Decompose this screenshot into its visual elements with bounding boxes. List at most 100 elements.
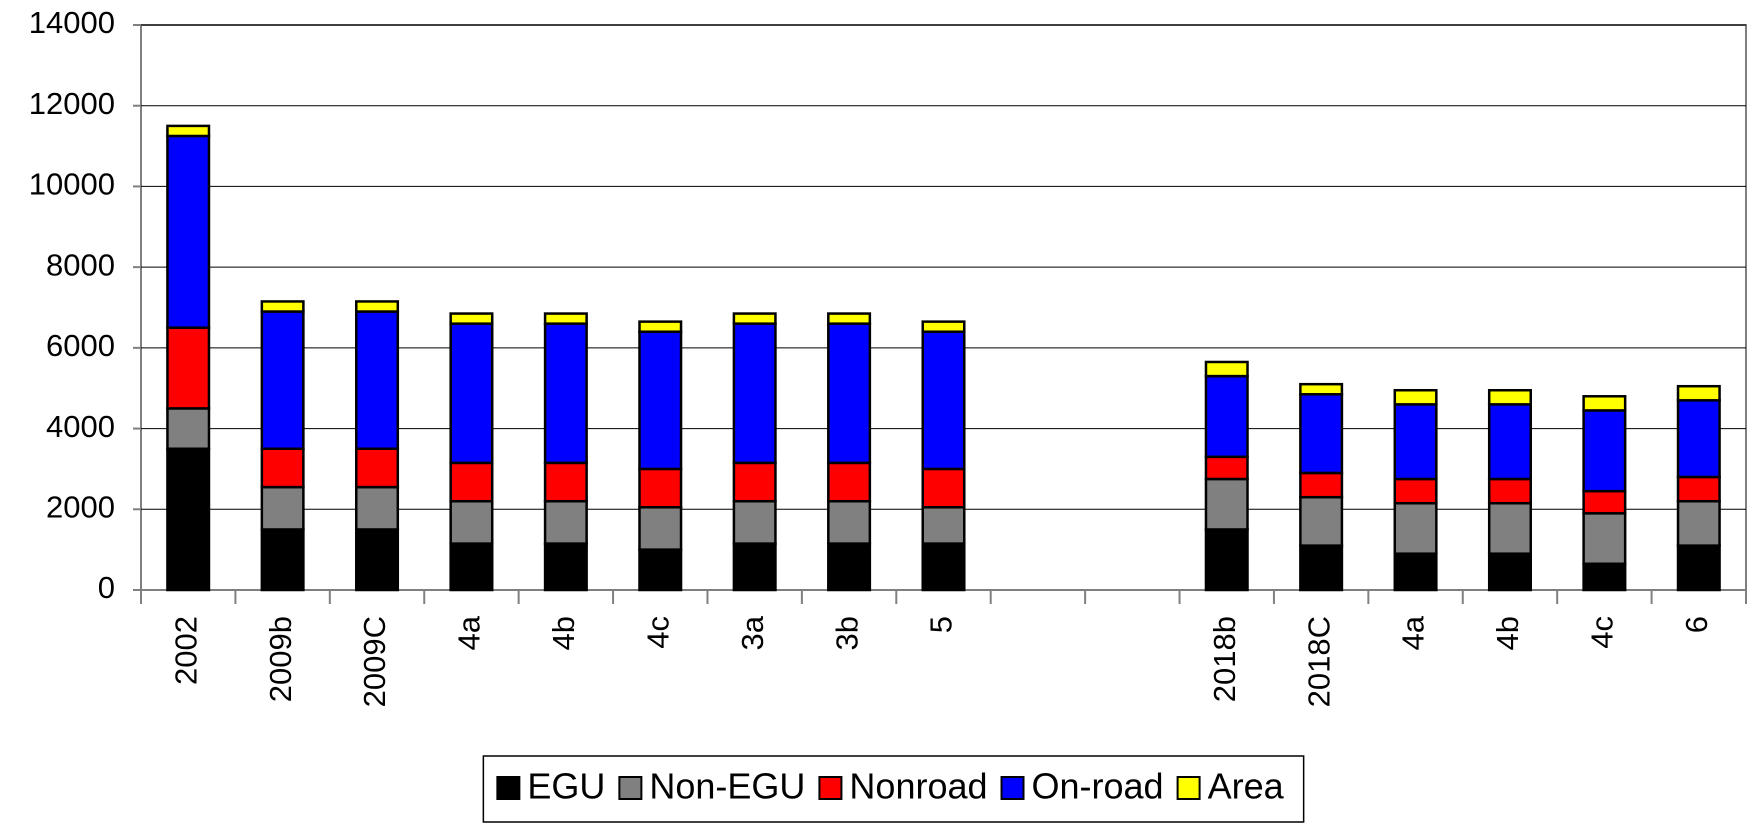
bar-segment <box>1393 388 1438 406</box>
y-tick-label: 6000 <box>46 328 115 363</box>
x-tick-label: 2018C <box>1301 616 1336 707</box>
bar-segment <box>166 134 211 329</box>
bar-segment <box>1582 409 1627 493</box>
bar-segment <box>638 548 683 592</box>
bar-segment <box>921 330 966 471</box>
bar-segment <box>260 485 305 531</box>
bar-segment <box>1204 455 1249 481</box>
legend-swatch <box>1000 776 1025 800</box>
y-tick-label: 2000 <box>46 489 115 524</box>
y-tick-label: 10000 <box>29 167 115 202</box>
x-tick-label: 5 <box>924 616 959 633</box>
y-tick-label: 4000 <box>46 409 115 444</box>
bar-segment <box>260 310 305 450</box>
bar-segment <box>543 542 588 592</box>
bar-segment <box>921 542 966 592</box>
legend-label: Non-EGU <box>649 766 805 807</box>
bar-segment <box>827 461 872 503</box>
bar-segment <box>1582 562 1627 592</box>
bar-segment <box>1204 477 1249 531</box>
bar-segment <box>355 528 400 592</box>
x-tick-label: 2018b <box>1207 616 1242 702</box>
bar-segment <box>1676 384 1721 402</box>
bar-segment <box>638 467 683 509</box>
bar-segment <box>638 320 683 333</box>
x-tick-label: 4b <box>1490 616 1525 650</box>
x-tick-label: 3b <box>829 616 864 650</box>
bar-segment <box>355 300 400 313</box>
bar-segment <box>1204 360 1249 378</box>
y-tick-label: 8000 <box>46 247 115 282</box>
bar-segment <box>1393 501 1438 555</box>
x-tick-label: 4c <box>640 616 675 649</box>
x-tick-label: 2002 <box>168 616 203 685</box>
legend: EGU Non-EGU Nonroad On-road Area <box>482 755 1305 823</box>
bar-segment <box>543 461 588 503</box>
bar-segment <box>732 499 777 545</box>
y-tick-label: 14000 <box>29 5 115 40</box>
x-tick-label: 2009C <box>357 616 392 707</box>
legend-swatch <box>1176 776 1201 800</box>
bar-segment <box>732 312 777 325</box>
legend-swatch <box>818 776 843 800</box>
x-tick-label: 4a <box>452 615 487 650</box>
bar-segment <box>921 506 966 545</box>
bar-segment <box>166 407 211 450</box>
bar-segment <box>732 322 777 465</box>
bar-segment <box>260 300 305 313</box>
bar-segment <box>1676 544 1721 592</box>
bar-segment <box>166 447 211 592</box>
bar-segment <box>543 322 588 465</box>
bar-segment <box>827 312 872 325</box>
x-tick-label: 4b <box>546 616 581 650</box>
bar-segment <box>449 322 494 465</box>
bar-segment <box>449 542 494 592</box>
legend-label: EGU <box>527 766 605 807</box>
y-tick-label: 0 <box>98 570 115 605</box>
bar-segment <box>1393 552 1438 592</box>
bar-segment <box>1393 477 1438 505</box>
bar-segment <box>543 499 588 545</box>
bar-segment <box>827 322 872 465</box>
bar-segment <box>1299 471 1344 499</box>
bar-segment <box>1487 501 1532 555</box>
bar-segment <box>1582 512 1627 566</box>
bar-segment <box>1676 499 1721 547</box>
bar-segment <box>1204 374 1249 459</box>
bar-segment <box>1299 393 1344 475</box>
bar-segment <box>543 312 588 325</box>
bar-segment <box>166 326 211 410</box>
x-tick-label: 3a <box>735 615 770 650</box>
bar-segment <box>1487 388 1532 406</box>
bar-segment <box>449 499 494 545</box>
bar-segment <box>1676 475 1721 503</box>
bar-segment <box>732 542 777 592</box>
bar-segment <box>449 461 494 503</box>
bar-segment <box>921 467 966 509</box>
x-tick-label: 6 <box>1679 616 1714 633</box>
bar-segment <box>166 124 211 138</box>
bar-segment <box>638 506 683 551</box>
bar-segment <box>355 447 400 489</box>
bar-segment <box>1299 495 1344 547</box>
legend-label: Area <box>1208 766 1285 807</box>
bar-segment <box>1204 528 1249 592</box>
bar-segment <box>827 542 872 592</box>
bar-segment <box>260 528 305 592</box>
bar-segment <box>827 499 872 545</box>
legend-swatch <box>618 776 643 800</box>
x-tick-label: 4a <box>1396 615 1431 650</box>
bar-segment <box>638 330 683 471</box>
x-tick-label: 2009b <box>263 616 298 702</box>
bar-segment <box>1393 403 1438 481</box>
bar-segment <box>449 312 494 325</box>
bar-segment <box>1676 399 1721 479</box>
bar-segment <box>1487 552 1532 592</box>
bar-segment <box>1487 477 1532 505</box>
bar-segment <box>921 320 966 333</box>
bar-segment <box>732 461 777 503</box>
bar-segment <box>355 310 400 450</box>
legend-swatch <box>496 776 521 800</box>
y-tick-label: 12000 <box>29 86 115 121</box>
